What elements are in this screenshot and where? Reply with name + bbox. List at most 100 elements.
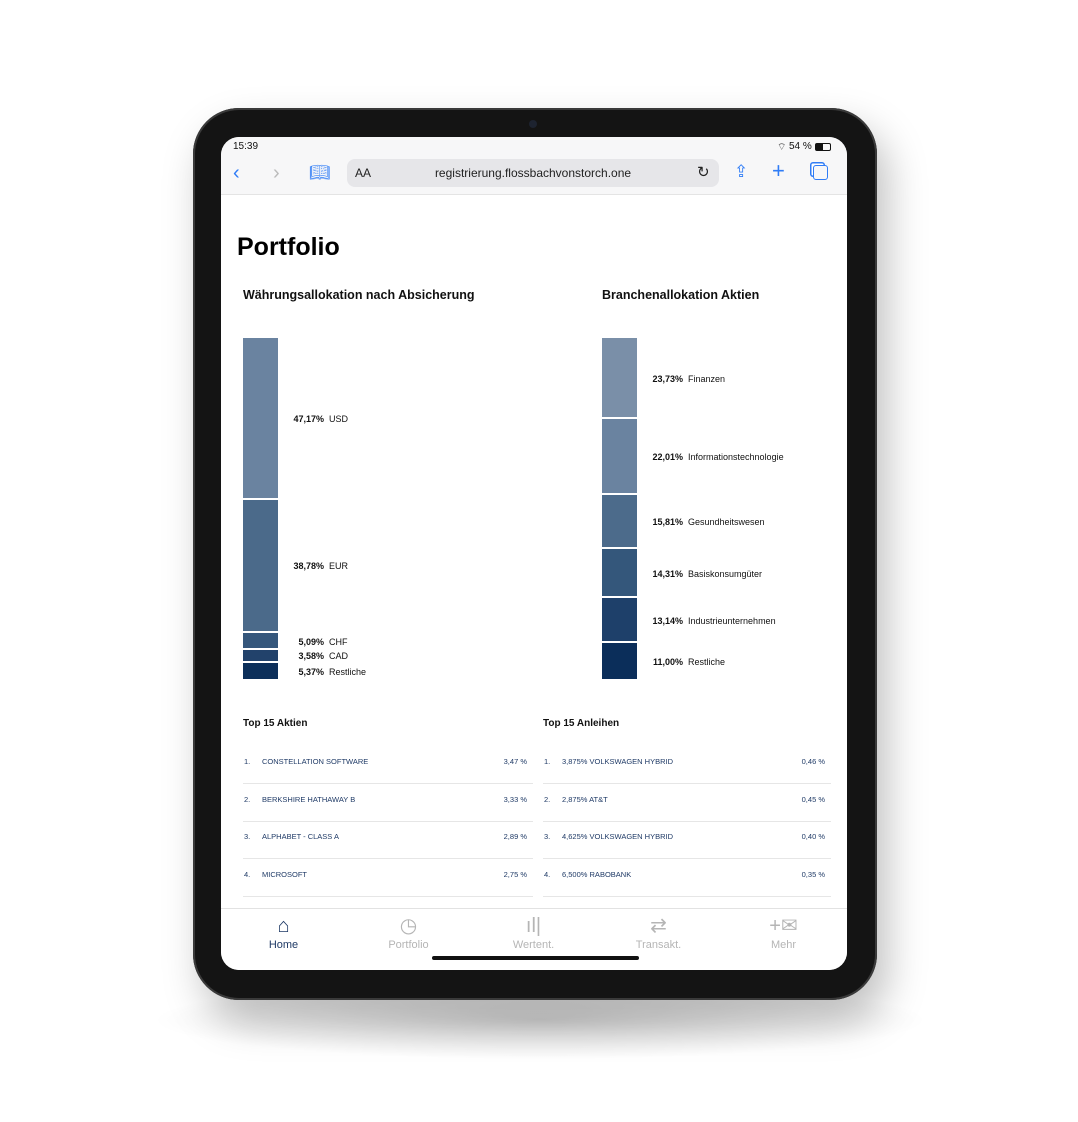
arrows-icon: ⇄ bbox=[650, 915, 667, 937]
tab-label: Wertent. bbox=[512, 939, 555, 951]
item-pct: 0,40 % bbox=[801, 832, 825, 842]
rank: 3. bbox=[244, 832, 251, 842]
tab-mehr[interactable]: +✉ Mehr bbox=[721, 909, 846, 969]
item-name: CONSTELLATION SOFTWARE bbox=[262, 757, 369, 766]
url-text[interactable]: registrierung.flossbachvonstorch.one bbox=[434, 166, 632, 180]
bonds-list-item[interactable]: 4. 6,500% RABOBANK 0,35 % bbox=[543, 859, 831, 898]
rank: 2. bbox=[244, 794, 251, 804]
segment-name: Basiskonsumgüter bbox=[688, 568, 763, 579]
item-pct: 0,35 % bbox=[801, 870, 825, 880]
item-pct: 2,89 % bbox=[503, 832, 527, 842]
segment-label: 11,00% Restliche bbox=[633, 657, 725, 667]
rank: 1. bbox=[244, 757, 251, 766]
item-name: 6,500% RABOBANK bbox=[562, 870, 632, 880]
forward-icon[interactable]: › bbox=[273, 162, 280, 184]
item-pct: 3,33 % bbox=[503, 794, 527, 804]
segment-pct: 3,58% bbox=[298, 651, 324, 662]
segment-pct: 38,78% bbox=[293, 561, 324, 572]
segment-label: 13,14% Industrieunternehmen bbox=[633, 615, 776, 626]
stocks-list-item[interactable]: 2. BERKSHIRE HATHAWAY B 3,33 % bbox=[243, 784, 533, 822]
item-name: ALPHABET - CLASS A bbox=[262, 832, 339, 842]
stocks-list-item[interactable]: 4. MICROSOFT 2,75 % bbox=[243, 859, 533, 898]
back-icon[interactable]: ‹ bbox=[233, 162, 240, 184]
tab-bar: ⌂ Home ◷ Portfolio ıl| Wertent. ⇄ Transakt. +✉ Me… bbox=[221, 908, 847, 970]
camera bbox=[529, 120, 537, 128]
bonds-list-item[interactable]: 1. 3,875% VOLKSWAGEN HYBRID 0,46 % bbox=[543, 746, 831, 784]
stocks-list-item[interactable]: 1. CONSTELLATION SOFTWARE 3,47 % bbox=[243, 746, 533, 784]
segment-name: Finanzen bbox=[688, 373, 726, 384]
sector-title: Branchenallokation Aktien bbox=[602, 288, 760, 302]
status-time: 15:39 bbox=[233, 141, 259, 152]
bookmarks-icon[interactable]: 📖︎ bbox=[309, 163, 331, 182]
bar-segment bbox=[602, 643, 637, 679]
rank: 4. bbox=[544, 870, 551, 880]
item-pct: 0,45 % bbox=[801, 794, 825, 804]
home-indicator bbox=[432, 956, 639, 960]
segment-label: 23,73% Finanzen bbox=[633, 374, 725, 384]
segment-name: CHF bbox=[329, 636, 348, 647]
bar-segment bbox=[243, 650, 278, 661]
segment-name: USD bbox=[329, 413, 349, 424]
segment-label: 22,01% Informationstechnologie bbox=[633, 452, 784, 463]
rank: 4. bbox=[244, 870, 251, 880]
bonds-list-item[interactable]: 3. 4,625% VOLKSWAGEN HYBRID 0,40 % bbox=[543, 821, 831, 860]
bar-segment bbox=[602, 598, 637, 642]
rank: 2. bbox=[544, 794, 551, 804]
currency-title: Währungsallokation nach Absicherung bbox=[243, 288, 475, 302]
segment-pct: 14,31% bbox=[652, 568, 683, 579]
tab-home[interactable]: ⌂ Home bbox=[221, 909, 346, 969]
item-name: MICROSOFT bbox=[262, 870, 307, 880]
browser-chrome: 15:39 ⌔ 54 % ‹ › 📖︎ AA registrierung.flo… bbox=[221, 137, 847, 195]
segment-label: 14,31% Basiskonsumgüter bbox=[633, 569, 762, 579]
segment-pct: 11,00% bbox=[652, 657, 683, 668]
item-pct: 0,46 % bbox=[801, 757, 825, 766]
plus-mail-icon: +✉ bbox=[769, 915, 798, 937]
segment-pct: 47,17% bbox=[293, 413, 324, 424]
bar-segment bbox=[602, 338, 637, 418]
reload-icon[interactable]: ↻ bbox=[697, 164, 710, 181]
segment-pct: 13,14% bbox=[652, 615, 683, 626]
bar-chart-icon: ıl| bbox=[525, 915, 542, 937]
text-size-button[interactable]: AA bbox=[355, 166, 372, 180]
rank: 1. bbox=[544, 757, 551, 766]
segment-pct: 5,09% bbox=[298, 636, 324, 647]
segment-name: Industrieunternehmen bbox=[688, 615, 776, 626]
bar-segment bbox=[243, 338, 278, 498]
tab-label: Mehr bbox=[770, 939, 797, 951]
segment-name: EUR bbox=[329, 561, 349, 572]
home-icon: ⌂ bbox=[277, 915, 290, 937]
item-name: BERKSHIRE HATHAWAY B bbox=[262, 794, 356, 804]
bar-segment bbox=[243, 499, 278, 631]
battery-level: 54 % bbox=[789, 141, 812, 152]
rank: 3. bbox=[544, 832, 551, 842]
segment-pct: 15,81% bbox=[652, 517, 683, 527]
tab-portfolio[interactable]: ◷ Portfolio bbox=[346, 909, 471, 969]
tab-transakt[interactable]: ⇄ Transakt. bbox=[596, 909, 721, 969]
page-title: Portfolio bbox=[237, 233, 340, 261]
segment-label: 15,81% Gesundheitswesen bbox=[633, 517, 764, 527]
tabs-icon[interactable] bbox=[813, 165, 828, 180]
tab-wertent[interactable]: ıl| Wertent. bbox=[471, 909, 596, 969]
bar-segment bbox=[243, 662, 278, 679]
segment-label: 47,17% USD bbox=[274, 414, 348, 424]
new-tab-icon[interactable]: + bbox=[772, 158, 785, 183]
pie-chart-icon: ◷ bbox=[399, 915, 418, 937]
tab-label: Home bbox=[268, 939, 299, 951]
item-pct: 2,75 % bbox=[503, 870, 527, 880]
bar-segment bbox=[243, 632, 278, 649]
item-name: 3,875% VOLKSWAGEN HYBRID bbox=[562, 757, 674, 766]
segment-name: Restliche bbox=[688, 657, 726, 668]
share-icon[interactable]: ⇪ bbox=[734, 162, 749, 181]
bar-segment bbox=[602, 419, 637, 493]
bonds-list-item[interactable]: 2. 2,875% AT&T 0,45 % bbox=[543, 784, 831, 822]
address-bar[interactable]: AA registrierung.flossbachvonstorch.one … bbox=[347, 159, 719, 187]
screen: 15:39 ⌔ 54 % ‹ › 📖︎ AA registrierung.flo… bbox=[221, 137, 847, 970]
bar-segment bbox=[602, 549, 637, 597]
segment-name: Informationstechnologie bbox=[688, 452, 784, 463]
segment-name: CAD bbox=[329, 651, 349, 662]
battery-icon bbox=[815, 143, 831, 151]
item-name: 4,625% VOLKSWAGEN HYBRID bbox=[562, 832, 674, 842]
segment-pct: 5,37% bbox=[298, 666, 324, 677]
stocks-list-item[interactable]: 3. ALPHABET - CLASS A 2,89 % bbox=[243, 821, 533, 860]
segment-name: Restliche bbox=[329, 666, 367, 677]
